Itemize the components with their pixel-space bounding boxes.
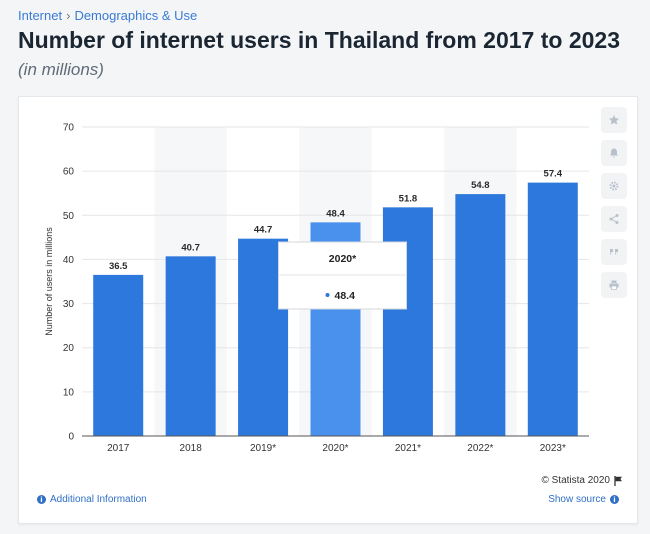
y-tick-label: 70 bbox=[63, 123, 75, 134]
x-tick-label: 2020* bbox=[322, 443, 348, 454]
show-source-link[interactable]: Show source i bbox=[548, 494, 623, 505]
settings-button[interactable] bbox=[601, 173, 627, 199]
x-tick-label: 2017 bbox=[107, 443, 130, 454]
chart-card: 0 10 20 30 40 50 60 70 Number of users in millio… bbox=[18, 96, 638, 524]
x-tick-label: 2021* bbox=[395, 443, 421, 454]
print-button[interactable] bbox=[601, 272, 627, 298]
flag-icon bbox=[614, 475, 622, 486]
tooltip-title: 2020* bbox=[329, 253, 357, 265]
gear-icon bbox=[609, 181, 619, 191]
y-tick-label: 10 bbox=[63, 387, 75, 398]
favorite-button[interactable] bbox=[601, 107, 627, 133]
y-tick-label: 30 bbox=[63, 299, 75, 310]
data-label: 36.5 bbox=[109, 261, 128, 272]
bar-2018[interactable] bbox=[165, 256, 216, 436]
y-tick-label: 40 bbox=[63, 255, 75, 266]
data-label: 51.8 bbox=[399, 193, 418, 204]
x-tick-label: 2018 bbox=[180, 443, 203, 454]
quote-icon bbox=[610, 249, 618, 255]
print-icon bbox=[609, 280, 619, 290]
y-tick-label: 50 bbox=[63, 211, 75, 222]
x-tick-label: 2023* bbox=[540, 443, 566, 454]
star-icon bbox=[609, 115, 619, 125]
y-tick-label: 20 bbox=[63, 343, 75, 354]
data-label: 57.4 bbox=[544, 169, 563, 180]
data-label: 44.7 bbox=[254, 225, 273, 236]
source-info-icon: i bbox=[610, 495, 619, 504]
info-icon: i bbox=[37, 495, 46, 504]
bar-chart: 0 10 20 30 40 50 60 70 Number of users in millio… bbox=[44, 123, 589, 454]
statista-credit[interactable]: © Statista 2020 bbox=[541, 475, 623, 486]
breadcrumb: Internet › Demographics & Use bbox=[18, 8, 197, 23]
y-tick-label: 0 bbox=[68, 432, 74, 443]
tooltip-marker bbox=[325, 293, 330, 297]
bar-2023[interactable] bbox=[527, 182, 578, 436]
chart-toolbar bbox=[601, 107, 627, 305]
bar-2017[interactable] bbox=[93, 274, 144, 436]
show-source-label: Show source bbox=[548, 494, 606, 505]
data-label: 48.4 bbox=[326, 208, 345, 219]
breadcrumb-internet[interactable]: Internet bbox=[18, 8, 63, 23]
breadcrumb-demographics[interactable]: Demographics & Use bbox=[74, 8, 198, 23]
credit-text: © Statista 2020 bbox=[541, 475, 610, 486]
bell-icon bbox=[610, 148, 618, 158]
x-tick-label: 2019* bbox=[250, 443, 276, 454]
page-subtitle: (in millions) bbox=[18, 60, 104, 79]
share-icon bbox=[609, 214, 619, 224]
y-axis-title: Number of users in millions bbox=[44, 227, 54, 336]
data-label: 54.8 bbox=[471, 180, 490, 191]
bar-2022[interactable] bbox=[455, 194, 506, 436]
x-tick-label: 2022* bbox=[467, 443, 493, 454]
notification-button[interactable] bbox=[601, 140, 627, 166]
share-button[interactable] bbox=[601, 206, 627, 232]
page-title: Number of internet users in Thailand fro… bbox=[18, 27, 620, 53]
additional-information-label: Additional Information bbox=[50, 494, 147, 505]
cite-button[interactable] bbox=[601, 239, 627, 265]
data-label: 40.7 bbox=[181, 242, 200, 253]
breadcrumb-separator: › bbox=[66, 8, 71, 23]
tooltip-value: 48.4 bbox=[335, 290, 356, 302]
additional-information-link[interactable]: i Additional Information bbox=[33, 494, 147, 505]
y-tick-label: 60 bbox=[63, 167, 75, 178]
